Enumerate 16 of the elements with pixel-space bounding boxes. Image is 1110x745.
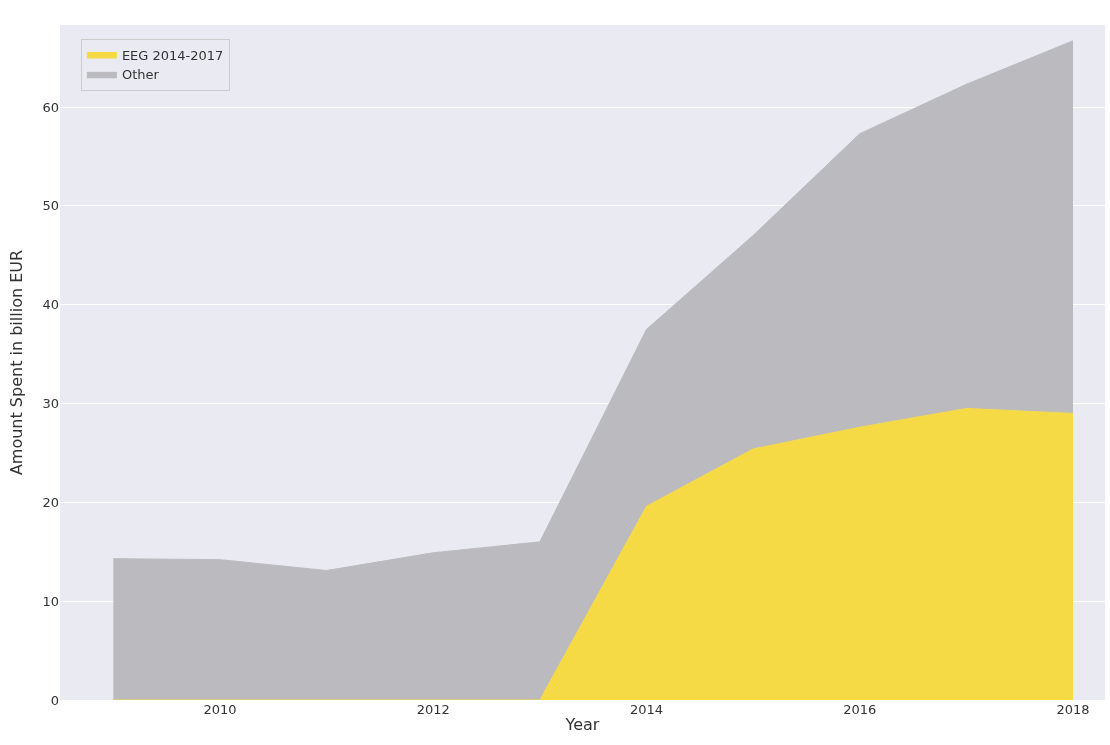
y-tick-label: 30 [42,396,59,412]
x-tick-label: 2016 [843,702,877,717]
y-tick-label: 0 [50,692,59,708]
y-axis-title: Amount Spent in billion EUR [7,249,27,476]
x-tick-label: 2018 [1056,702,1090,717]
y-tick-label: 20 [42,494,59,510]
x-tick-label: 2010 [203,702,237,717]
legend-label: Other [121,67,160,83]
x-axis-title: Year [564,714,600,734]
y-tick-label: 60 [42,99,59,115]
y-tick-label: 40 [42,297,59,313]
x-tick-label: 2014 [629,702,664,717]
x-tick-label: 2012 [416,702,450,717]
legend-label: EEG 2014-2017 [121,47,224,63]
y-tick-label: 10 [42,593,59,609]
y-tick-label: 50 [42,198,59,214]
